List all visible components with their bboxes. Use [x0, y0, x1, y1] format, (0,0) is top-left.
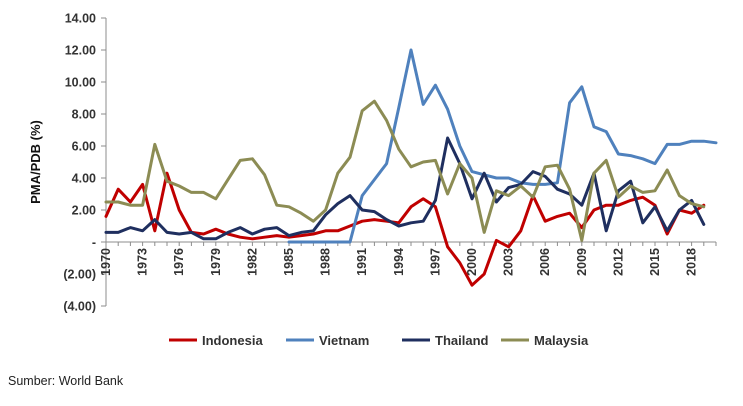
x-tick-label: 1976	[172, 248, 186, 276]
y-axis-label: PMA/PDB (%)	[28, 120, 43, 204]
x-tick-label: 2000	[465, 248, 479, 276]
x-tick-label: 1970	[99, 248, 113, 276]
source-note: Sumber: World Bank	[8, 374, 124, 388]
x-tick-label: 1997	[428, 248, 442, 276]
x-tick-label: 1982	[245, 248, 259, 276]
y-tick-label: 6.00	[72, 140, 96, 154]
y-tick-label: 14.00	[65, 12, 96, 26]
series-line-indonesia	[104, 171, 706, 287]
legend-label-indonesia: Indonesia	[202, 333, 263, 348]
x-tick-label: 1994	[392, 248, 406, 276]
y-tick-label: 4.00	[72, 172, 96, 186]
legend: Indonesia Vietnam Thailand Malaysia	[169, 333, 589, 348]
series-line-thailand	[104, 136, 706, 241]
x-tick-label: 2009	[575, 248, 589, 276]
legend-label-thailand: Thailand	[435, 333, 489, 348]
x-tick-label: 2006	[538, 248, 552, 276]
x-tick-label: 2012	[611, 248, 625, 276]
y-tick-label: (4.00)	[63, 300, 96, 314]
legend-label-vietnam: Vietnam	[319, 333, 369, 348]
x-tick-label: 1979	[209, 248, 223, 276]
y-tick-label: 8.00	[72, 108, 96, 122]
x-tick-label: 2018	[685, 248, 699, 276]
x-tick-label: 1988	[319, 248, 333, 276]
y-tick-label: 12.00	[65, 44, 96, 58]
x-tick-label: 1991	[355, 248, 369, 276]
x-tick-label: 2003	[502, 248, 516, 276]
y-tick-label: (2.00)	[63, 268, 96, 282]
x-tick-label: 1973	[136, 248, 150, 276]
series-line-malaysia	[104, 99, 706, 242]
y-tick-label: 2.00	[72, 204, 96, 218]
series-line-vietnam	[287, 48, 718, 244]
y-tick-label: -	[92, 236, 96, 250]
y-tick-label: 10.00	[65, 76, 96, 90]
series-layer	[104, 48, 718, 287]
x-tick-label: 1985	[282, 248, 296, 276]
x-tick-label: 2015	[648, 248, 662, 276]
legend-label-malaysia: Malaysia	[534, 333, 589, 348]
axes: 14.00 12.00 10.00 8.00 6.00 4.00 2.00 - (2.00) (4…	[63, 12, 717, 314]
